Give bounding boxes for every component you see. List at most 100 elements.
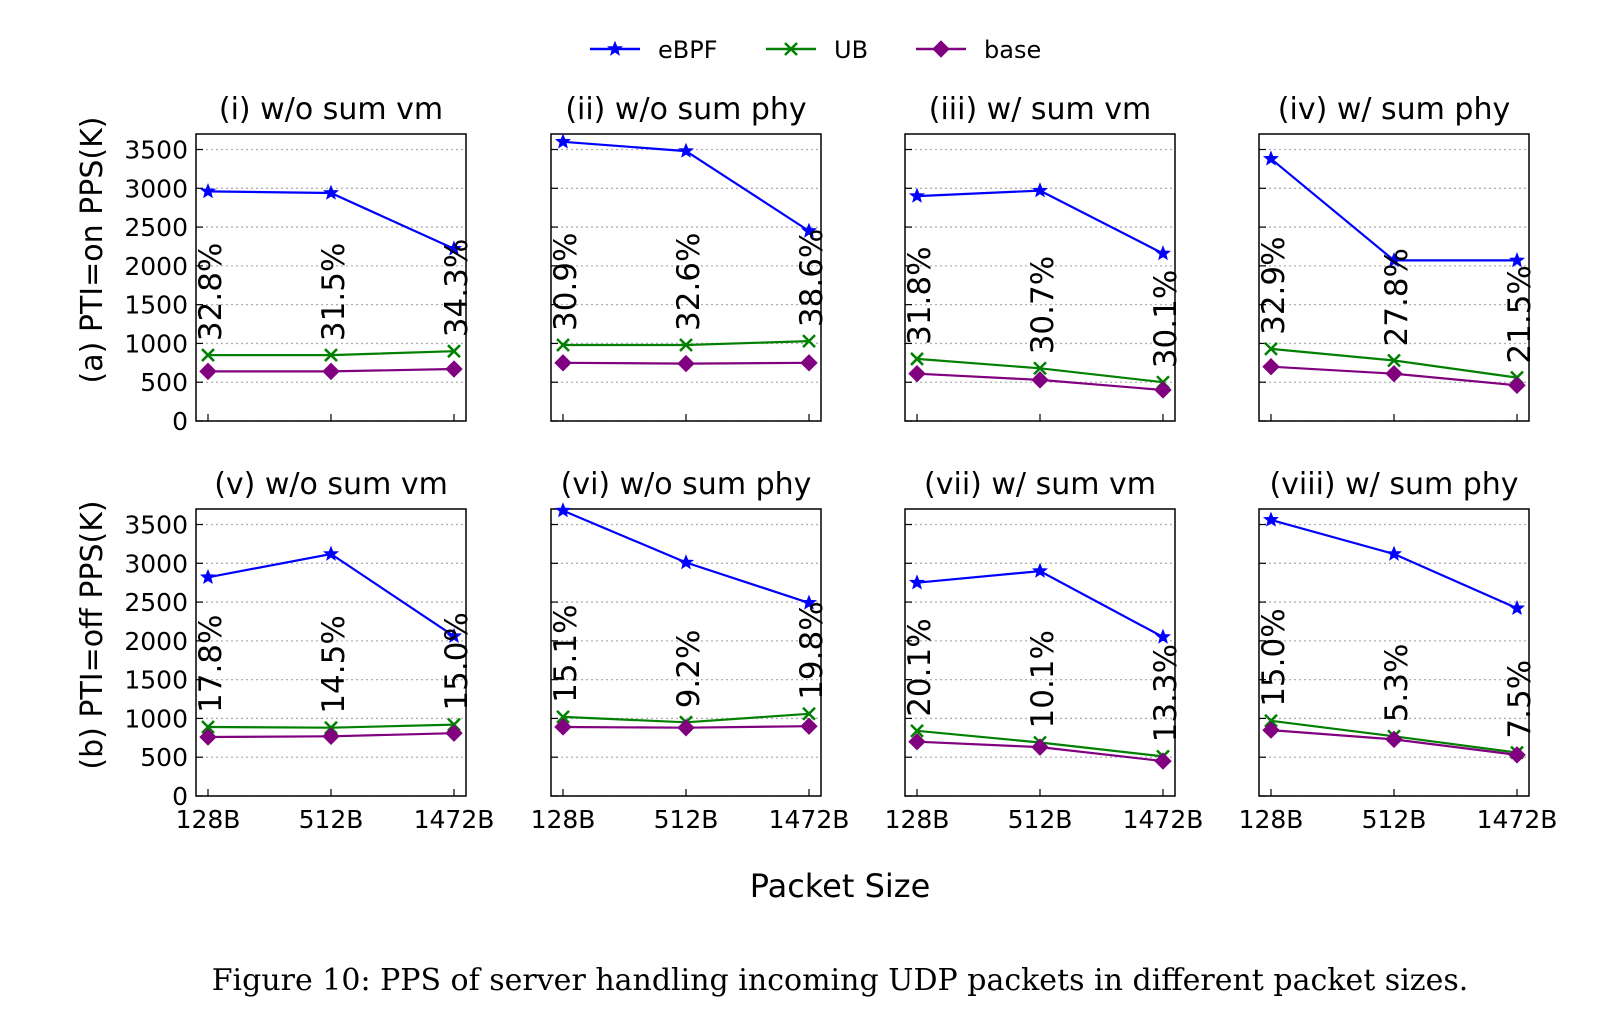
- percent-annotation: 17.8%: [193, 615, 229, 713]
- percent-annotation: 15.0%: [1256, 608, 1292, 706]
- percent-annotation: 20.1%: [902, 618, 938, 716]
- y-tick-label: 2000: [124, 627, 188, 656]
- data-point: [445, 240, 463, 256]
- data-point: [1387, 353, 1401, 368]
- data-point: [910, 352, 924, 366]
- panel-title: (viii) w/ sum phy: [1269, 467, 1518, 502]
- data-point: [1508, 376, 1526, 395]
- series-line: [1270, 518, 1518, 610]
- data-point: [201, 720, 215, 734]
- data-point: [1508, 599, 1526, 615]
- data-point: [1262, 511, 1280, 527]
- data-point: [1031, 562, 1049, 578]
- data-point: [1508, 746, 1526, 764]
- percent-annotation: 30.7%: [1025, 256, 1061, 354]
- data-point: [199, 728, 217, 746]
- percent-annotation: 15.0%: [439, 612, 475, 710]
- y-tick-label: 0: [172, 407, 188, 436]
- data-point: [677, 719, 695, 737]
- y-tick-label: 3000: [124, 549, 188, 578]
- x-tick-label: 128B: [1239, 805, 1304, 834]
- x-tick-label: 1472B: [414, 805, 495, 834]
- data-point: [908, 364, 926, 383]
- data-point: [908, 187, 926, 203]
- y-tick-label: 500: [140, 368, 188, 397]
- series-base: [199, 724, 463, 746]
- x-tick-label: 128B: [885, 805, 950, 834]
- row-label-b: (b) PTI=off PPS(K): [75, 500, 110, 769]
- data-point: [1385, 545, 1403, 561]
- series-line: [916, 569, 1164, 638]
- series-ebpf: [554, 133, 818, 238]
- legend-label: UB: [834, 36, 868, 64]
- percent-annotation: 30.1%: [1148, 270, 1184, 368]
- series-line: [207, 190, 455, 250]
- data-point: [1264, 341, 1278, 356]
- percent-annotation: 14.5%: [316, 615, 352, 713]
- panel-8: 128B 512B 1472B (viii) w/ sum phy 15.0% 5.3% 7…: [1239, 467, 1558, 834]
- series-ebpf: [199, 545, 463, 644]
- y-tick-label: 3500: [124, 511, 188, 540]
- data-point: [199, 362, 217, 381]
- percent-annotation: 9.2%: [671, 630, 707, 709]
- data-point: [1154, 381, 1172, 399]
- data-point: [800, 594, 818, 610]
- y-tick-label: 3500: [124, 136, 188, 165]
- row-label-a: (a) PTI=on PPS(K): [75, 117, 110, 384]
- panel-4: (iv) w/ sum phy 32.9% 27.8% 21.5%: [1256, 92, 1538, 422]
- x-tick-label: 1472B: [1123, 805, 1204, 834]
- data-point: [199, 568, 217, 584]
- data-point: [554, 133, 572, 149]
- y-tick-label: 2500: [124, 213, 188, 242]
- series-ebpf: [908, 562, 1172, 644]
- data-point: [800, 222, 818, 238]
- legend: eBPF UB base: [590, 36, 1041, 64]
- data-point: [554, 502, 572, 518]
- percent-annotation: 38.6%: [794, 229, 830, 327]
- y-tick-label: 1500: [124, 666, 188, 695]
- percent-annotation: 27.8%: [1379, 248, 1415, 346]
- data-point: [554, 354, 572, 372]
- series-base: [908, 364, 1172, 399]
- data-point: [201, 348, 215, 362]
- data-point: [324, 348, 338, 362]
- data-point: [1031, 738, 1049, 756]
- series-ebpf: [1262, 150, 1526, 268]
- panel-5: 0 500 1000 1500 2000 2500 3000 3500 128B 512B 1472…: [124, 467, 494, 834]
- data-point: [677, 142, 695, 158]
- data-point: [679, 338, 693, 352]
- series-ub: [201, 344, 461, 362]
- y-tick-label: 1000: [124, 329, 188, 358]
- y-tick-label: 1500: [124, 291, 188, 320]
- panels: 0 500 1000 1500 2000 2500 3000 3500 (i) w/o sum …: [124, 92, 1557, 834]
- series-ub: [556, 334, 816, 352]
- panel-title: (iii) w/ sum vm: [929, 92, 1152, 127]
- data-point: [800, 717, 818, 735]
- y-tick-label: 0: [172, 782, 188, 811]
- panel-title: (vi) w/o sum phy: [561, 467, 812, 502]
- legend-label: base: [984, 36, 1041, 64]
- y-tick-label: 2000: [124, 252, 188, 281]
- data-point: [554, 718, 572, 736]
- x-tick-label: 512B: [654, 805, 719, 834]
- data-point: [322, 184, 340, 200]
- data-point: [447, 344, 461, 359]
- x-tick-label: 512B: [299, 805, 364, 834]
- series-ebpf: [199, 183, 463, 256]
- panel-title: (iv) w/ sum phy: [1278, 92, 1510, 127]
- series-ebpf: [1262, 511, 1526, 615]
- data-point: [445, 627, 463, 644]
- data-point: [1154, 245, 1172, 261]
- data-point: [1262, 357, 1280, 376]
- percent-annotation: 32.9%: [1256, 236, 1292, 334]
- data-point: [910, 723, 924, 738]
- data-point: [1031, 371, 1049, 389]
- data-point: [1031, 182, 1049, 198]
- panel-2: (ii) w/o sum phy 30.9% 32.6% 38.6%: [548, 92, 830, 422]
- x-tick-label: 128B: [531, 805, 596, 834]
- series-base: [908, 732, 1172, 770]
- percent-annotation: 31.5%: [316, 243, 352, 341]
- data-point: [908, 574, 926, 590]
- series-base: [1262, 357, 1526, 395]
